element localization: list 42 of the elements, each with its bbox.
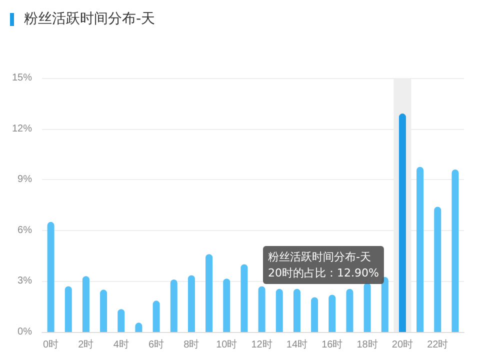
bar bbox=[258, 286, 266, 332]
x-tick-label: 22时 bbox=[427, 338, 448, 350]
bar bbox=[152, 300, 160, 332]
bar bbox=[381, 276, 388, 332]
bar bbox=[452, 169, 459, 332]
bar bbox=[240, 264, 248, 332]
x-tick-label: 8时 bbox=[184, 338, 200, 350]
x-tick-label: 10时 bbox=[216, 338, 238, 350]
bar bbox=[170, 280, 178, 332]
y-tick-label: 15% bbox=[12, 72, 32, 84]
bar bbox=[311, 297, 318, 332]
bar bbox=[346, 288, 354, 332]
x-tick-label: 20时 bbox=[392, 338, 414, 350]
bar bbox=[276, 288, 283, 332]
x-tick-label: 18时 bbox=[356, 338, 378, 350]
bar bbox=[223, 278, 230, 332]
chart-title: 粉丝活跃时间分布-天 bbox=[24, 10, 156, 28]
bar bbox=[82, 276, 90, 332]
bar bbox=[100, 290, 108, 332]
y-tick-label: 0% bbox=[18, 326, 32, 338]
bar bbox=[293, 288, 300, 332]
x-tick-label: 16时 bbox=[322, 338, 343, 350]
x-tick-label: 14时 bbox=[286, 338, 308, 350]
bar bbox=[328, 294, 336, 332]
y-tick-label: 6% bbox=[18, 224, 32, 236]
bar bbox=[434, 206, 442, 332]
y-tick-label: 3% bbox=[18, 276, 32, 287]
x-tick-label: 4时 bbox=[113, 338, 129, 350]
x-tick-label: 2时 bbox=[78, 338, 94, 350]
y-tick-label: 9% bbox=[18, 174, 32, 186]
bar bbox=[416, 166, 424, 332]
bar bbox=[47, 222, 54, 332]
y-tick-label: 12% bbox=[12, 123, 32, 134]
x-tick-label: 0时 bbox=[43, 338, 59, 350]
x-tick-label: 6时 bbox=[148, 338, 164, 350]
bar bbox=[206, 254, 213, 332]
bar bbox=[118, 309, 125, 332]
bar bbox=[188, 275, 195, 332]
annotation: 粉丝活跃时间分布-天 20时的占比：12.90% bbox=[268, 250, 379, 280]
bar bbox=[364, 282, 371, 332]
bar bbox=[64, 286, 72, 332]
x-tick-label: 12时 bbox=[251, 338, 272, 350]
